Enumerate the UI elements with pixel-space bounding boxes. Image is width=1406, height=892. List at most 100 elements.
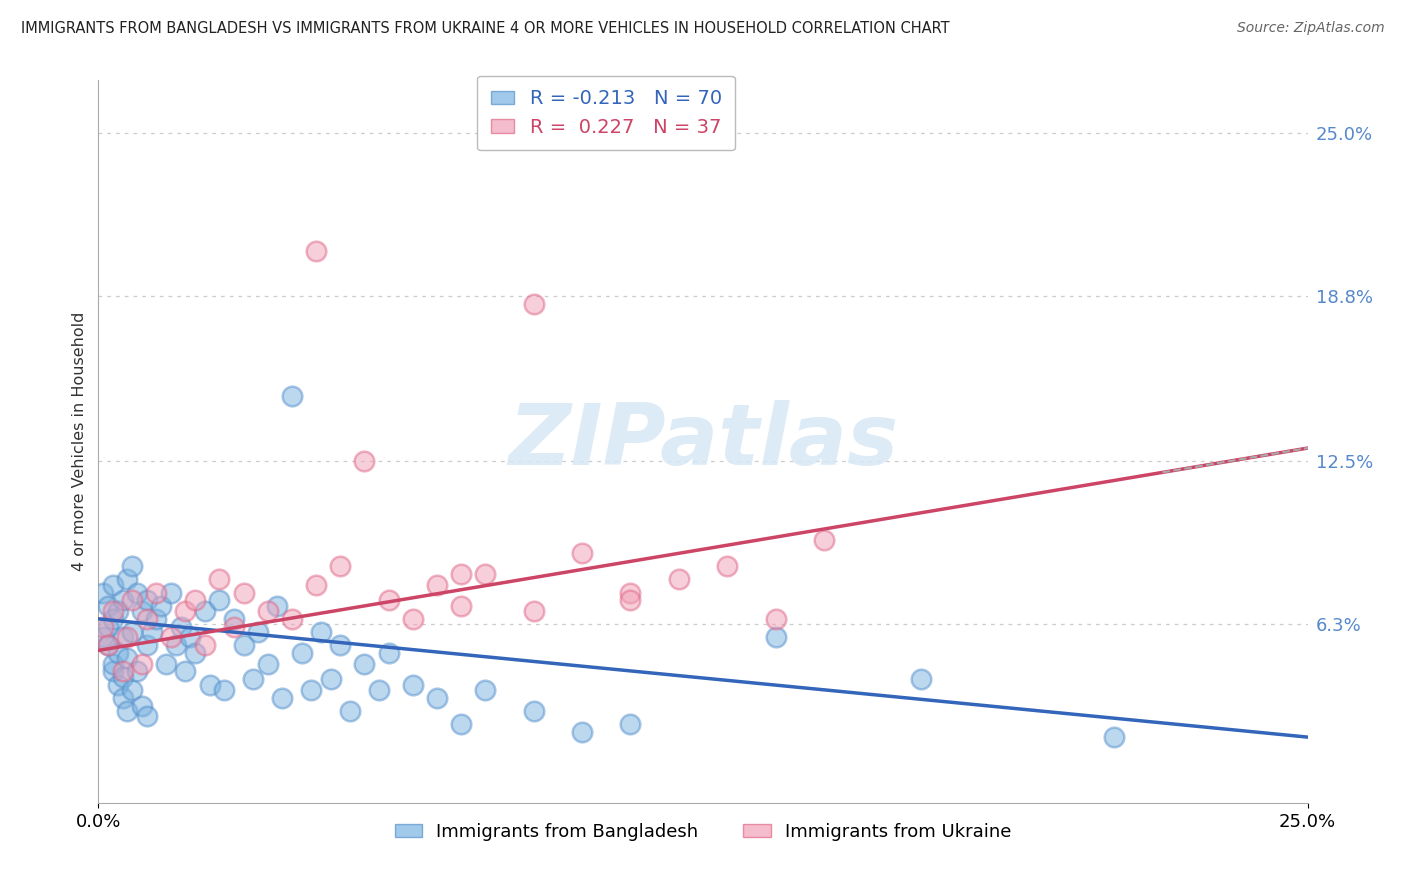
Point xyxy=(117,704,139,718)
Point xyxy=(668,573,690,587)
Point xyxy=(339,704,361,718)
Point xyxy=(97,638,120,652)
Point xyxy=(571,546,593,560)
Point xyxy=(160,630,183,644)
Point xyxy=(208,593,231,607)
Point xyxy=(256,657,278,671)
Point xyxy=(121,559,143,574)
Point xyxy=(222,612,245,626)
Point xyxy=(910,673,932,687)
Point xyxy=(208,573,231,587)
Point xyxy=(319,673,342,687)
Point xyxy=(111,690,134,705)
Point xyxy=(131,604,153,618)
Point xyxy=(232,638,254,652)
Point xyxy=(91,585,114,599)
Point xyxy=(127,585,149,599)
Text: ZIPatlas: ZIPatlas xyxy=(508,400,898,483)
Point xyxy=(402,677,425,691)
Point xyxy=(619,717,641,731)
Point xyxy=(117,651,139,665)
Point xyxy=(111,593,134,607)
Y-axis label: 4 or more Vehicles in Household: 4 or more Vehicles in Household xyxy=(72,312,87,571)
Point xyxy=(101,657,124,671)
Point xyxy=(222,620,245,634)
Point xyxy=(402,612,425,626)
Point xyxy=(523,704,546,718)
Point xyxy=(135,638,157,652)
Point xyxy=(765,612,787,626)
Point xyxy=(619,593,641,607)
Point xyxy=(813,533,835,547)
Point xyxy=(107,604,129,618)
Point xyxy=(107,677,129,691)
Point xyxy=(194,604,217,618)
Point xyxy=(117,630,139,644)
Point xyxy=(523,296,546,310)
Point xyxy=(450,567,472,582)
Point xyxy=(212,682,235,697)
Point xyxy=(329,559,352,574)
Point xyxy=(97,620,120,634)
Point xyxy=(247,625,270,640)
Point xyxy=(141,625,163,640)
Point xyxy=(1102,730,1125,744)
Point xyxy=(121,625,143,640)
Point xyxy=(619,585,641,599)
Point xyxy=(256,604,278,618)
Point xyxy=(194,638,217,652)
Point xyxy=(271,690,294,705)
Point xyxy=(97,599,120,613)
Point xyxy=(305,578,328,592)
Point xyxy=(571,724,593,739)
Point xyxy=(232,585,254,599)
Point xyxy=(450,717,472,731)
Point xyxy=(155,657,177,671)
Point xyxy=(329,638,352,652)
Point xyxy=(101,665,124,679)
Point xyxy=(121,593,143,607)
Point xyxy=(426,578,449,592)
Point xyxy=(91,630,114,644)
Point xyxy=(111,665,134,679)
Point xyxy=(150,599,173,613)
Point xyxy=(299,682,322,697)
Point xyxy=(91,620,114,634)
Point xyxy=(523,604,546,618)
Point xyxy=(174,604,197,618)
Point xyxy=(309,625,332,640)
Point xyxy=(184,593,207,607)
Text: Source: ZipAtlas.com: Source: ZipAtlas.com xyxy=(1237,21,1385,35)
Point xyxy=(184,646,207,660)
Point xyxy=(145,612,167,626)
Point xyxy=(281,388,304,402)
Point xyxy=(290,646,312,660)
Point xyxy=(111,670,134,684)
Point xyxy=(97,638,120,652)
Point xyxy=(716,559,738,574)
Point xyxy=(135,612,157,626)
Point xyxy=(101,604,124,618)
Point xyxy=(368,682,391,697)
Point xyxy=(353,657,375,671)
Point xyxy=(179,630,201,644)
Point xyxy=(127,665,149,679)
Point xyxy=(474,567,496,582)
Point xyxy=(174,665,197,679)
Point xyxy=(377,646,399,660)
Point xyxy=(242,673,264,687)
Point xyxy=(765,630,787,644)
Point xyxy=(450,599,472,613)
Point xyxy=(305,244,328,258)
Point xyxy=(121,682,143,697)
Point xyxy=(377,593,399,607)
Point xyxy=(198,677,221,691)
Point xyxy=(101,578,124,592)
Point xyxy=(101,612,124,626)
Point xyxy=(165,638,187,652)
Point xyxy=(353,454,375,468)
Point xyxy=(281,612,304,626)
Point xyxy=(266,599,288,613)
Point xyxy=(107,646,129,660)
Point xyxy=(145,585,167,599)
